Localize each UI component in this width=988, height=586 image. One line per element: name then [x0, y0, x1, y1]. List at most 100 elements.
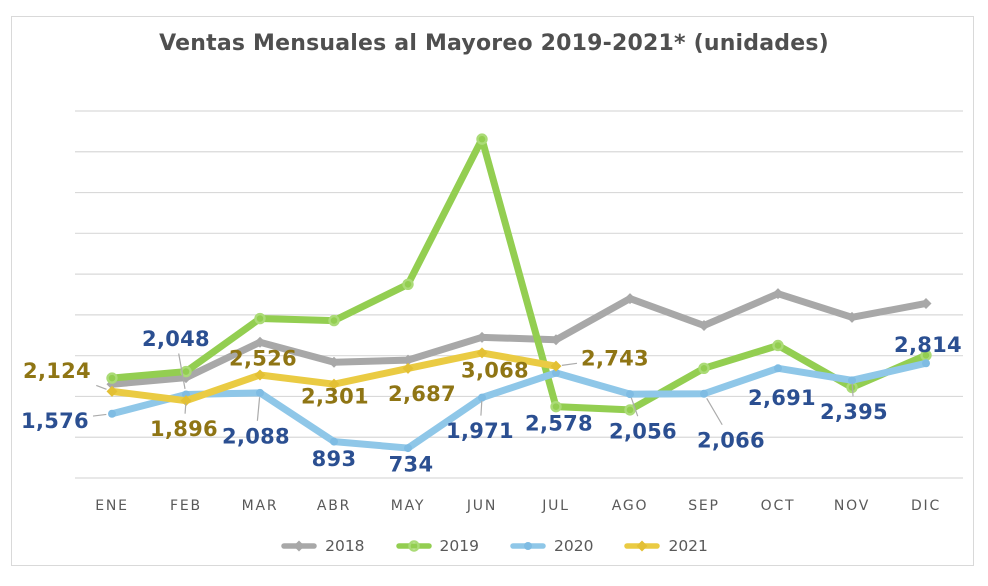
series-marker-2019: [402, 278, 414, 291]
series-marker-2020: [404, 444, 412, 453]
series-marker-2019: [407, 540, 420, 552]
series-marker-2020: [922, 359, 930, 368]
data-label-2020: 1,971: [446, 419, 514, 443]
series-marker-2020: [256, 388, 264, 397]
data-label-2021: 2,687: [388, 382, 456, 406]
data-label-2020: 2,088: [222, 424, 290, 448]
legend-swatch-2018: [281, 540, 317, 552]
legend: 2018 2019 2020 2021: [0, 533, 988, 559]
data-label-2020: 2,056: [609, 420, 677, 444]
series-marker-2021: [550, 360, 562, 372]
series-marker-2020: [700, 389, 708, 398]
data-label-2021: 2,124: [23, 359, 91, 383]
series-marker-2019: [698, 362, 710, 375]
series-marker-2018: [550, 334, 562, 346]
series-marker-2020: [524, 542, 532, 550]
x-axis-label: MAY: [391, 498, 426, 514]
legend-item-2021: 2021: [623, 537, 708, 555]
series-marker-2019: [772, 339, 784, 352]
x-axis-label: JUL: [541, 498, 570, 514]
series-marker-2021: [180, 395, 192, 407]
legend-label-2021: 2021: [668, 537, 708, 555]
data-label-2021: 3,068: [461, 358, 529, 382]
data-label-2020: 2,048: [142, 327, 210, 351]
data-label-2021: 1,896: [150, 417, 218, 441]
legend-item-2020: 2020: [509, 537, 593, 555]
series-marker-2018: [920, 297, 932, 309]
leader-line: [706, 398, 723, 426]
legend-label-2019: 2019: [439, 537, 479, 555]
leader-line: [256, 397, 261, 421]
x-axis-label: ABR: [317, 498, 351, 514]
data-label-2021: 2,301: [301, 385, 369, 409]
series-marker-2018: [476, 331, 488, 343]
series-marker-2021: [254, 369, 266, 381]
x-axis-label: MAR: [242, 498, 279, 514]
leader-line: [561, 362, 578, 366]
series-marker-2019: [254, 312, 266, 325]
data-label-2021: 2,743: [581, 347, 649, 371]
series-marker-2018: [772, 288, 784, 300]
data-label-2020: 1,576: [21, 409, 89, 433]
series-marker-2021: [636, 540, 648, 552]
leader-line: [480, 400, 483, 416]
series-marker-2019: [624, 404, 636, 416]
x-axis-label: AGO: [612, 498, 649, 514]
series-marker-2020: [774, 364, 782, 373]
series-marker-2021: [402, 362, 414, 374]
series-marker-2020: [626, 390, 634, 399]
series-marker-2018: [254, 336, 266, 348]
series-marker-2018: [293, 540, 305, 552]
series-marker-2020: [552, 368, 560, 377]
series-line-2018: [108, 290, 930, 388]
legend-swatch-2019: [395, 540, 432, 552]
data-label-2020: 2,578: [525, 411, 593, 435]
legend-item-2019: 2019: [395, 537, 479, 555]
series-marker-2020: [848, 376, 856, 385]
series-marker-2019: [550, 400, 562, 413]
chart-border: [11, 16, 974, 566]
data-label-2020: 893: [312, 447, 357, 471]
legend-label-2018: 2018: [325, 537, 365, 555]
leader-line: [178, 353, 186, 389]
series-line-2020: [108, 359, 930, 452]
legend-item-2018: 2018: [280, 537, 365, 555]
x-axis-label: SEP: [688, 498, 720, 514]
series-line-2019: [108, 135, 930, 414]
series-marker-2021: [106, 385, 118, 397]
legend-label-2020: 2020: [554, 537, 594, 555]
series-marker-2018: [698, 319, 710, 331]
x-axis-label: NOV: [834, 498, 870, 514]
chart-title: Ventas Mensuales al Mayoreo 2019-2021* (…: [159, 31, 829, 56]
leader-line: [184, 403, 187, 414]
series-marker-2020: [478, 393, 486, 402]
legend-swatch-2021: [624, 540, 661, 552]
data-label-2020: 734: [389, 453, 434, 477]
series-marker-2019: [328, 314, 340, 327]
x-axis-label: DIC: [911, 498, 941, 514]
leader-line: [92, 413, 107, 417]
leader-line: [630, 397, 639, 417]
series-marker-2018: [846, 311, 858, 323]
series-marker-2018: [624, 293, 636, 305]
series-marker-2021: [328, 378, 340, 390]
series-marker-2020: [108, 409, 116, 418]
series-marker-2021: [476, 347, 488, 359]
data-label-2021: 2,526: [229, 346, 297, 370]
data-label-2020: 2,395: [820, 400, 888, 424]
series-marker-2019: [106, 372, 118, 384]
data-label-2020: 2,691: [748, 386, 816, 410]
series-marker-2018: [328, 356, 340, 368]
x-axis-label: OCT: [761, 498, 796, 514]
legend-swatch-2020: [510, 542, 546, 550]
series-marker-2020: [330, 437, 338, 446]
x-axis-label: ENE: [95, 498, 129, 514]
x-axis-label: FEB: [170, 498, 202, 514]
series-marker-2019: [476, 133, 488, 145]
leader-line: [851, 383, 854, 397]
data-label-2020: 2,814: [894, 333, 962, 357]
x-axis-label: JUN: [466, 498, 497, 514]
data-label-2020: 2,066: [697, 428, 765, 452]
